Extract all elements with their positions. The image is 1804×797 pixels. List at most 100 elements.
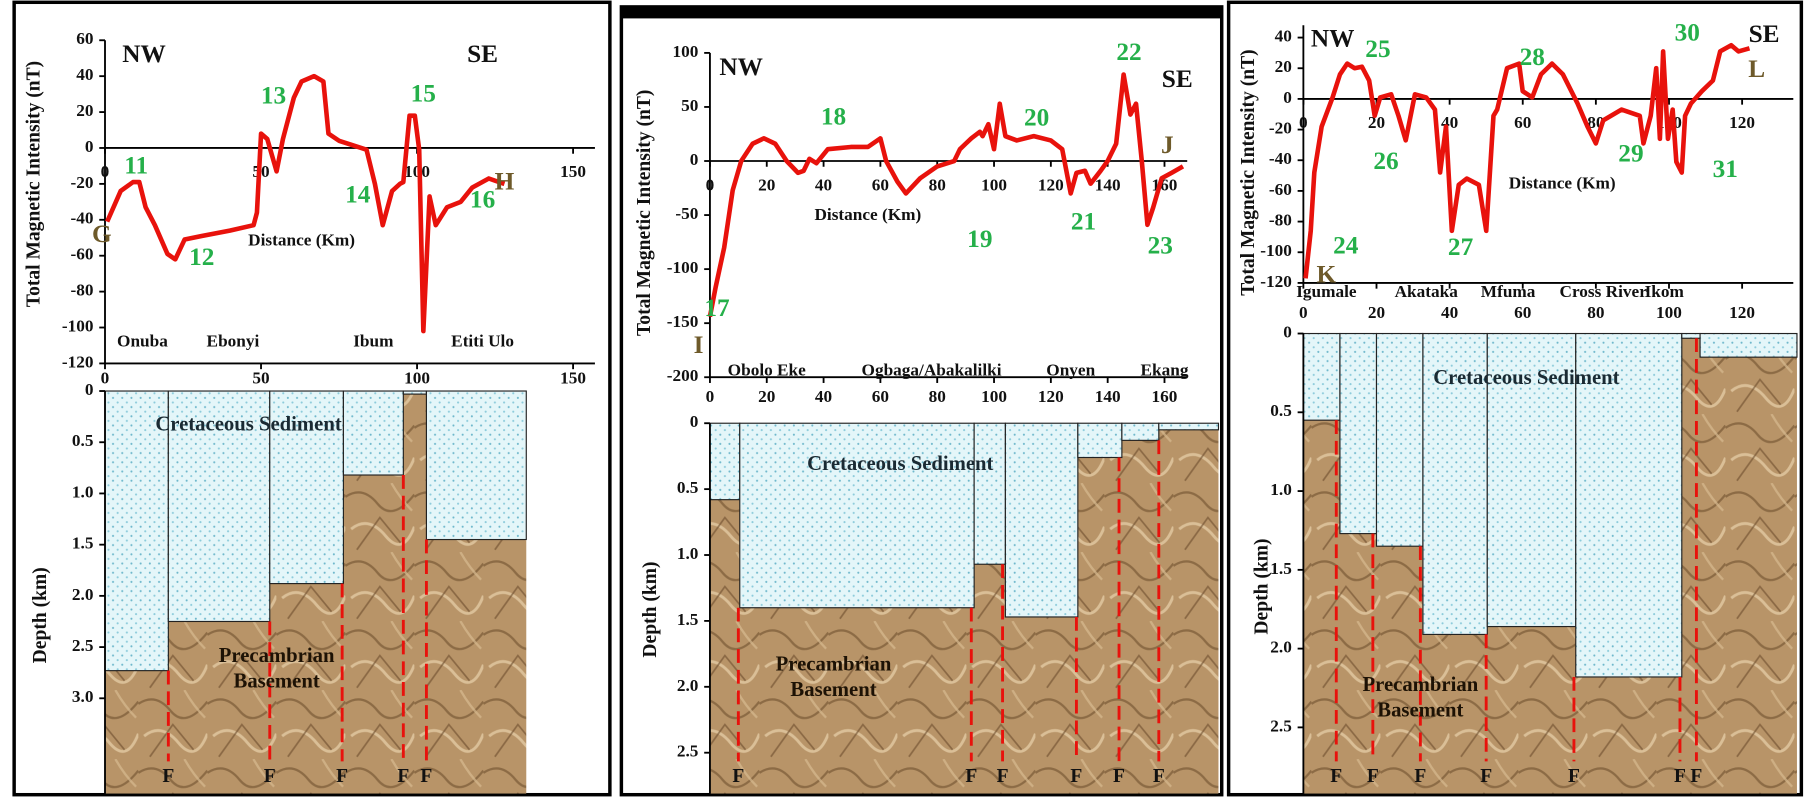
fault-label: F (420, 766, 432, 787)
anomaly-label: 20 (1024, 104, 1049, 132)
x-tick-label: 0 (101, 368, 110, 387)
x-tick-label: 120 (1038, 175, 1064, 194)
town-label: Etiti Ulo (451, 332, 514, 351)
y-tick-label: 0 (1283, 88, 1292, 107)
y-tick-label: 2.5 (72, 636, 94, 655)
y-tick-label: 40 (1275, 27, 1292, 46)
direction-label: SE (1749, 20, 1780, 48)
y-tick-label: -100 (1260, 241, 1292, 260)
y-tick-label: -150 (667, 312, 699, 331)
anomaly-label: 31 (1713, 155, 1738, 183)
profile-end: I (694, 331, 704, 359)
town-label: Ibum (353, 332, 394, 351)
sediment (710, 423, 740, 499)
fault-label: F (997, 766, 1009, 787)
anomaly-label: 17 (704, 294, 730, 322)
anomaly-label: 29 (1618, 139, 1643, 167)
y-tick-label: -100 (62, 316, 94, 335)
y-tick-label: 50 (681, 96, 698, 115)
sediment-label: Cretaceous Sediment (155, 414, 341, 436)
y-tick-label: -60 (1269, 180, 1292, 199)
town-label: Onyen (1046, 360, 1095, 379)
y-axis-title: Total Magnetic Intensity (nT) (23, 61, 44, 307)
town-label: Onuba (117, 332, 168, 351)
fault-label: F (1690, 766, 1702, 787)
y-tick-label: 1.5 (1270, 559, 1292, 578)
y-tick-label: 1.0 (72, 482, 94, 501)
y-tick-label: 1.5 (72, 534, 94, 553)
x-tick-label: 20 (1368, 303, 1385, 322)
y-tick-label: 20 (76, 101, 93, 120)
direction-label: NW (719, 53, 763, 81)
anomaly-label: 12 (189, 243, 214, 271)
y-axis-title: Depth (km) (30, 567, 51, 663)
anomaly-label: 28 (1520, 43, 1545, 71)
y-tick-label: 0.5 (677, 478, 699, 497)
y-tick-label: -60 (70, 245, 93, 264)
x-tick-label: 100 (981, 387, 1007, 406)
town-label: Igumale (1296, 282, 1357, 301)
sediment-label: Cretaceous Sediment (1433, 367, 1619, 389)
anomaly-label: 18 (821, 103, 846, 131)
anomaly-label: 24 (1333, 231, 1359, 259)
x-axis-title: Distance (Km) (248, 230, 355, 249)
y-tick-label: -80 (1269, 211, 1292, 230)
x-tick-label: 0 (706, 387, 715, 406)
fault-label: F (1367, 766, 1379, 787)
x-tick-label: 140 (1095, 387, 1121, 406)
town-label: Ebonyi (207, 332, 260, 351)
x-tick-label: 0 (1299, 303, 1308, 322)
sediment (1376, 334, 1422, 547)
town-label: Akataka (1395, 282, 1459, 301)
y-tick-label: 2.0 (72, 585, 94, 604)
sediment-label: Cretaceous Sediment (807, 453, 993, 475)
y-tick-label: 0.5 (72, 431, 94, 450)
anomaly-label: 25 (1365, 35, 1390, 63)
anomaly-label: 22 (1116, 38, 1141, 66)
x-tick-label: 100 (404, 368, 430, 387)
anomaly-label: 14 (345, 180, 371, 208)
sediment (740, 423, 974, 608)
charts: -120-100-80-60-40-2002040600050501001001… (23, 18, 1797, 793)
y-axis-title: Total Magnetic Intensity (nT) (1238, 49, 1259, 295)
town-label: Mfuma (1481, 282, 1536, 301)
anomaly-label: 26 (1373, 147, 1398, 175)
anomaly-label: 11 (124, 152, 148, 180)
y-tick-label: 2.5 (677, 742, 699, 761)
town-label: Obolo Eke (728, 360, 806, 379)
y-tick-label: 2.5 (1270, 716, 1292, 735)
figure: -120-100-80-60-40-2002040600050501001001… (0, 0, 1804, 797)
anomaly-label: 30 (1675, 18, 1700, 46)
y-tick-label: 0 (690, 412, 699, 431)
anomaly-label: 27 (1448, 233, 1474, 261)
x-tick-label: 150 (560, 162, 586, 181)
direction-label: SE (1162, 65, 1193, 93)
x-tick-label: 120 (1729, 303, 1755, 322)
y-tick-label: -40 (70, 209, 93, 228)
sediment (1159, 423, 1219, 430)
x-tick-label: 160 (1152, 387, 1178, 406)
sediment (1078, 423, 1122, 457)
profile-end: L (1748, 55, 1765, 83)
x-tick-label: 100 (404, 162, 430, 181)
sediment (1122, 423, 1159, 440)
x-tick-label: 0 (101, 162, 110, 181)
fault-label: F (1113, 766, 1125, 787)
y-tick-label: -40 (1269, 149, 1292, 168)
x-tick-label: 150 (560, 368, 586, 387)
x-tick-label: 0 (1299, 113, 1308, 132)
fault-label: F (1414, 766, 1426, 787)
x-tick-label: 100 (981, 175, 1007, 194)
profile-end: G (92, 220, 112, 248)
x-axis-title: Distance (Km) (1509, 174, 1616, 193)
y-tick-label: -100 (667, 258, 699, 277)
anomaly-label: 23 (1148, 231, 1173, 259)
sediment (1303, 334, 1340, 421)
sediment (403, 391, 426, 394)
y-tick-label: 0 (85, 137, 94, 156)
anomaly-label: 16 (470, 186, 495, 214)
basement-label: Precambrian (1363, 674, 1479, 696)
x-tick-label: 100 (1656, 303, 1682, 322)
x-axis-title: Distance (Km) (814, 205, 921, 224)
y-tick-label: 0 (85, 380, 94, 399)
